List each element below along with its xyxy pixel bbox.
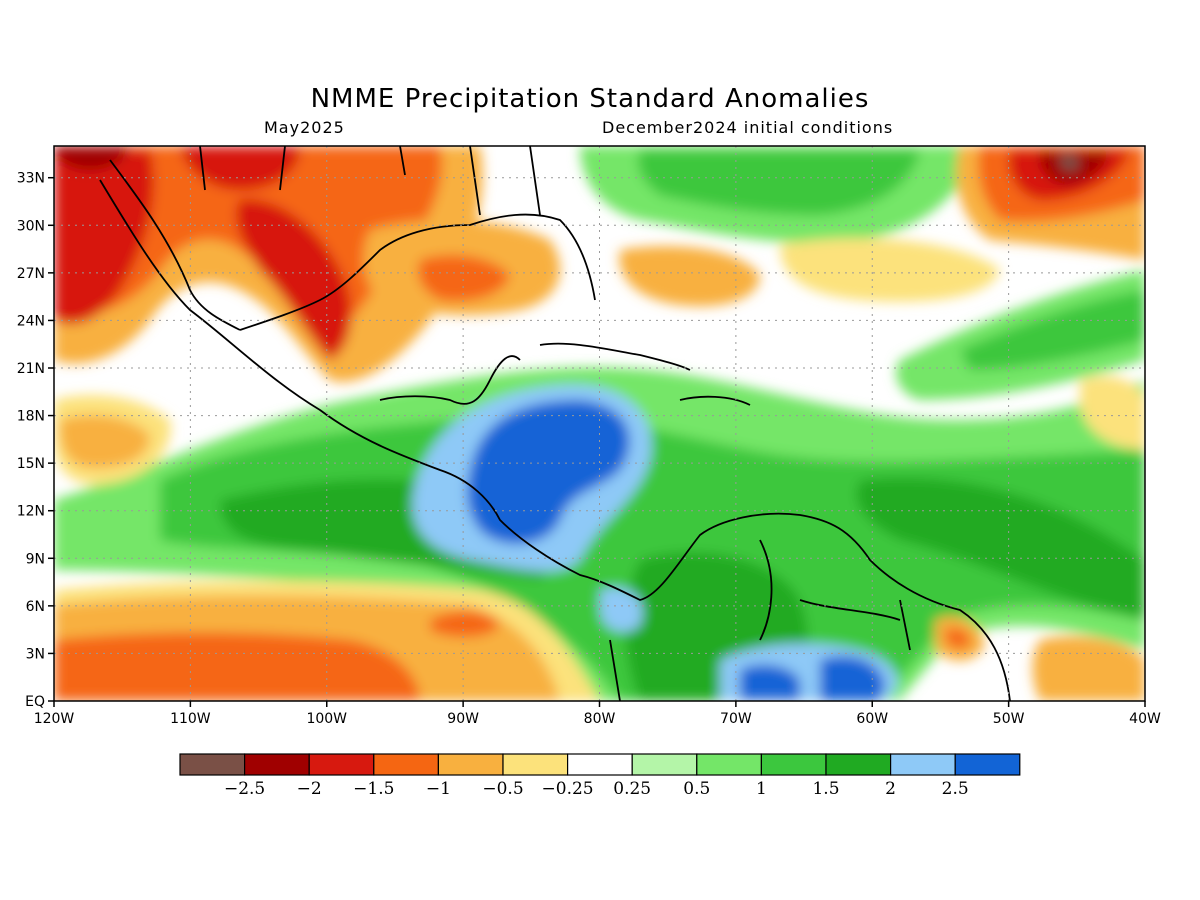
colorbar-swatch — [760, 753, 827, 776]
y-tick-label: 6N — [26, 599, 45, 615]
x-tick-label: 50W — [993, 711, 1025, 727]
x-tick-label: 40W — [1129, 711, 1161, 727]
x-tick-label: 70W — [720, 711, 752, 727]
y-tick-label: 18N — [17, 409, 45, 425]
y-tick-label: 3N — [26, 646, 45, 662]
init-conditions-label: December2024 initial conditions — [602, 118, 894, 137]
anomaly-field — [54, 146, 1145, 701]
colorbar-label: 0.25 — [613, 779, 651, 799]
colorbar-label: 1 — [756, 779, 767, 799]
colorbar-swatch — [502, 753, 569, 776]
colorbar-label: 1.5 — [812, 779, 839, 799]
y-tick-label: 21N — [17, 361, 45, 377]
colorbar-swatch — [437, 753, 504, 776]
y-tick-label: 24N — [17, 313, 45, 329]
y-tick-label: 9N — [26, 551, 45, 567]
colorbar: −2.5 −2 −1.5 −1 −0.5 −0.25 0.25 0.5 1 1.5 2 2.5 — [179, 753, 1021, 799]
y-tick-label: 12N — [17, 504, 45, 520]
colorbar-label: −1.5 — [353, 779, 394, 799]
colorbar-label: −2 — [297, 779, 322, 799]
x-tick-label: 90W — [447, 711, 479, 727]
gridlines — [54, 146, 1145, 701]
coastlines — [99, 146, 1011, 701]
colorbar-swatch — [631, 753, 698, 776]
map-title: NMME Precipitation Standard Anomalies — [310, 84, 870, 114]
colorbar-label: 2 — [885, 779, 896, 799]
y-tick-label: 27N — [17, 266, 45, 282]
colorbar-swatch — [179, 753, 246, 776]
x-tick-label: 120W — [34, 711, 75, 727]
y-tick-label: 33N — [17, 171, 45, 187]
colorbar-swatch — [696, 753, 762, 776]
x-tick-label: 60W — [856, 711, 888, 727]
x-tick-label: 110W — [170, 711, 211, 727]
y-tick-label: 15N — [17, 456, 45, 472]
colorbar-swatch — [308, 753, 375, 776]
colorbar-label: −0.5 — [482, 779, 523, 799]
x-axis: 120W 110W 100W 90W 80W 70W 60W 50W 40W — [34, 701, 1161, 727]
y-axis: EQ 3N 6N 9N 12N 15N 18N 21N 24N 27N 30N 33N — [17, 171, 54, 710]
colorbar-label: −0.25 — [542, 779, 594, 799]
colorbar-swatch — [954, 753, 1021, 776]
colorbar-label: −2.5 — [224, 779, 265, 799]
colorbar-swatch — [373, 753, 439, 776]
x-tick-label: 80W — [584, 711, 616, 727]
colorbar-swatch — [244, 753, 310, 776]
valid-month-label: May2025 — [264, 118, 345, 137]
colorbar-label: 2.5 — [942, 779, 969, 799]
y-tick-label: EQ — [25, 694, 45, 710]
colorbar-label: 0.5 — [683, 779, 710, 799]
colorbar-label: −1 — [426, 779, 451, 799]
colorbar-swatch — [825, 753, 892, 776]
colorbar-swatch — [889, 753, 956, 776]
colorbar-swatch — [566, 753, 633, 776]
x-tick-label: 100W — [306, 711, 347, 727]
y-tick-label: 30N — [17, 218, 45, 234]
